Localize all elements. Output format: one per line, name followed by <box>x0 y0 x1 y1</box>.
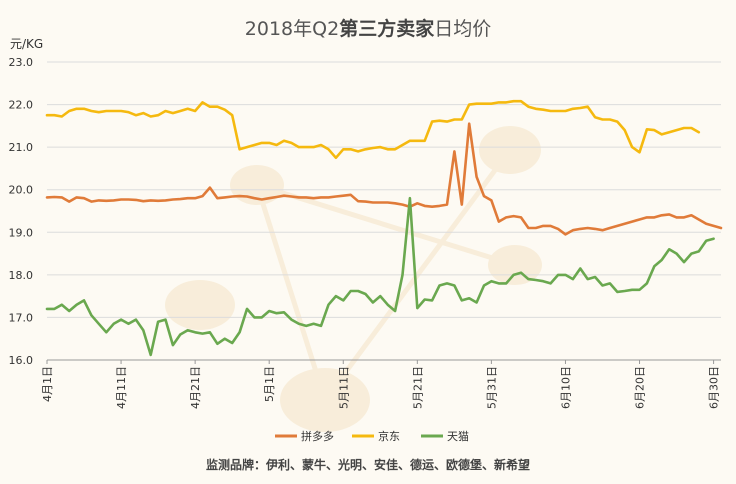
y-tick-label: 21.0 <box>9 141 34 154</box>
monitored-brands-note: 监测品牌：伊利、蒙牛、光明、安佳、德运、欧德堡、新希望 <box>205 458 530 472</box>
title-part-period: 2018年Q2 <box>244 18 340 40</box>
series-line-1 <box>45 99 701 160</box>
x-tick-label: 5月21日 <box>411 366 424 409</box>
series-line-0 <box>45 122 723 236</box>
y-tick-label: 22.0 <box>9 99 34 112</box>
legend-label: 天猫 <box>447 430 469 443</box>
title-part-metric: 日均价 <box>434 18 492 40</box>
x-tick-label: 4月1日 <box>41 366 54 402</box>
x-tick-label: 6月10日 <box>559 366 572 409</box>
y-tick-label: 23.0 <box>9 56 34 69</box>
series-lines <box>45 99 723 357</box>
y-axis-unit: 元/KG <box>10 37 44 51</box>
axes: 16.0 17.0 18.0 19.0 20.0 21.0 22.0 23.0 4月1日 4月11… <box>9 56 721 409</box>
series-line-2 <box>45 196 715 357</box>
y-tick-label: 16.0 <box>9 354 34 367</box>
y-tick-label: 19.0 <box>9 226 34 239</box>
x-tick-label: 5月11日 <box>337 366 350 409</box>
y-tick-label: 18.0 <box>9 269 34 282</box>
x-tick-label: 4月21日 <box>189 366 202 409</box>
title-part-seller: 第三方卖家 <box>339 18 435 40</box>
y-tick-label: 17.0 <box>9 311 34 324</box>
x-tick-label: 4月11日 <box>115 366 128 409</box>
y-tick-label: 20.0 <box>9 184 34 197</box>
legend: 拼多多 京东 天猫 <box>275 429 469 443</box>
x-tick-label: 5月31日 <box>485 366 498 409</box>
grid-lines <box>47 61 721 318</box>
chart-title: 2018年Q2第三方卖家日均价 <box>0 14 736 41</box>
x-tick-label: 6月30日 <box>708 366 721 409</box>
x-tick-label: 5月1日 <box>263 366 276 402</box>
x-tick-label: 6月20日 <box>634 366 647 409</box>
legend-label: 京东 <box>378 429 400 443</box>
legend-label: 拼多多 <box>301 429 334 443</box>
